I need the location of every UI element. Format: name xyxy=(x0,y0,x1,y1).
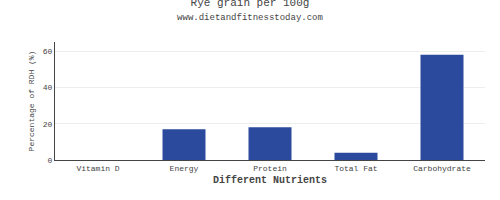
svg-text:Total Fat: Total Fat xyxy=(334,164,377,173)
svg-text:0: 0 xyxy=(48,156,53,165)
svg-text:Carbohydrate: Carbohydrate xyxy=(413,164,471,173)
svg-text:Protein: Protein xyxy=(253,164,287,173)
svg-text:Vitamin D: Vitamin D xyxy=(76,164,119,173)
svg-text:60: 60 xyxy=(43,47,53,56)
svg-text:40: 40 xyxy=(43,83,53,92)
svg-text:Energy: Energy xyxy=(170,164,199,173)
svg-text:Percentage of RDH (%): Percentage of RDH (%) xyxy=(27,51,36,152)
svg-text:Different Nutrients: Different Nutrients xyxy=(213,175,327,186)
svg-text:20: 20 xyxy=(43,119,53,128)
svg-text:Rye grain per 100gwww.dietandf: Rye grain per 100gwww.dietandfitnesstoda… xyxy=(177,0,323,23)
